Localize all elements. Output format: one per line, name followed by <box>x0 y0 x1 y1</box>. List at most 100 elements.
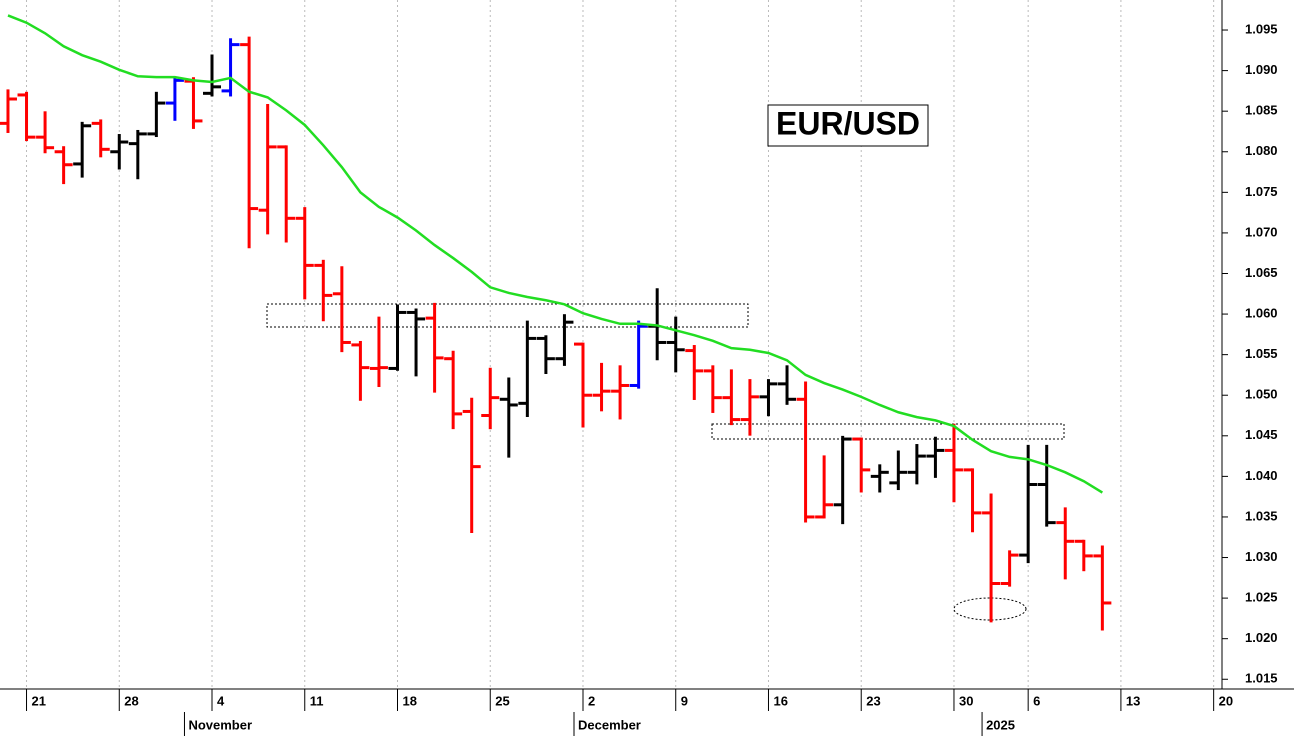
y-tick-label: 1.080 <box>1245 143 1278 158</box>
ohlc-bar <box>314 259 333 322</box>
resistance-box <box>266 303 749 328</box>
ohlc-bar <box>462 397 481 534</box>
ohlc-bar <box>444 350 463 430</box>
y-tick-label: 1.075 <box>1245 184 1278 199</box>
ohlc-bar <box>592 362 611 412</box>
x-tick-label: 20 <box>1219 693 1233 708</box>
ohlc-bar <box>536 335 555 374</box>
ohlc-bar <box>17 91 36 142</box>
ohlc-bar <box>1037 444 1056 527</box>
ohlc-bar <box>128 129 147 180</box>
ohlc-bar <box>407 308 426 377</box>
ohlc-bar <box>926 436 945 478</box>
moving-average <box>7 14 1104 494</box>
ohlc-bar <box>573 342 592 428</box>
title-box <box>767 104 929 147</box>
y-tick-label: 1.060 <box>1245 306 1278 321</box>
ohlc-bar <box>944 423 963 503</box>
y-tick-label: 1.095 <box>1245 21 1278 36</box>
y-tick-label: 1.055 <box>1245 346 1278 361</box>
ohlc-bar <box>1056 507 1075 580</box>
ohlc-bar <box>73 121 92 178</box>
ohlc-bar <box>425 302 444 393</box>
ohlc-bar <box>889 450 908 491</box>
ohlc-bar <box>91 119 110 158</box>
y-tick-label: 1.015 <box>1245 671 1278 686</box>
ohlc-bar <box>1000 550 1019 587</box>
ohlc-bar <box>759 379 778 417</box>
y-tick-label: 1.050 <box>1245 387 1278 402</box>
x-tick-label: 30 <box>959 693 973 708</box>
y-tick-label: 1.020 <box>1245 630 1278 645</box>
ohlc-bar <box>240 36 259 249</box>
x-tick-label: 6 <box>1033 693 1040 708</box>
x-tick-label: 21 <box>32 693 46 708</box>
month-label: December <box>578 717 641 732</box>
resistance-box <box>711 423 1065 440</box>
y-tick-label: 1.040 <box>1245 468 1278 483</box>
ohlc-bar <box>147 91 166 138</box>
ohlc-bar <box>203 54 222 97</box>
ohlc-bar <box>703 365 722 413</box>
ohlc-bar <box>555 314 574 366</box>
chart-title: EUR/USD <box>776 105 920 141</box>
y-tick-label: 1.025 <box>1245 590 1278 605</box>
x-tick-label: 4 <box>217 693 225 708</box>
ohlc-bar <box>740 379 759 436</box>
ohlc-bar <box>796 381 815 523</box>
ohlc-bar <box>870 464 889 493</box>
ohlc-bar <box>963 468 982 533</box>
ohlc-bar <box>722 369 741 426</box>
ohlc-bar <box>1093 545 1112 631</box>
ohlc-bar <box>332 266 351 353</box>
ohlc-bar <box>499 377 518 458</box>
ohlc-bar <box>815 455 834 519</box>
ohlc-bar <box>0 89 17 133</box>
ohlc-bar <box>351 340 370 401</box>
x-tick-label: 11 <box>310 693 324 708</box>
ohlc-bar <box>221 38 240 97</box>
support-ellipse <box>953 597 1027 621</box>
x-tick-label: 16 <box>773 693 787 708</box>
y-tick-label: 1.065 <box>1245 265 1278 280</box>
y-tick-label: 1.070 <box>1245 224 1278 239</box>
ohlc-bar <box>369 316 388 387</box>
ohlc-bar <box>54 146 73 185</box>
y-tick-label: 1.030 <box>1245 549 1278 564</box>
y-tick-label: 1.090 <box>1245 62 1278 77</box>
ohlc-bar <box>481 367 500 430</box>
x-tick-label: 13 <box>1126 693 1140 708</box>
ohlc-bar <box>1074 539 1093 572</box>
ohlc-bar <box>611 365 630 420</box>
month-label: November <box>188 717 252 732</box>
ohlc-bar <box>295 207 314 300</box>
ohlc-bar <box>258 104 277 235</box>
ohlc-bar <box>388 304 407 371</box>
ohlc-bar <box>833 435 852 525</box>
x-tick-label: 2 <box>588 693 595 708</box>
y-tick-label: 1.045 <box>1245 427 1278 442</box>
ohlc-bar <box>518 320 537 418</box>
ohlc-bar <box>685 345 704 400</box>
ohlc-bar <box>778 365 797 405</box>
ohlc-bar <box>1019 444 1038 564</box>
month-label: 2025 <box>986 717 1015 732</box>
x-tick-label: 9 <box>681 693 688 708</box>
ohlc-bar <box>907 444 926 485</box>
x-tick-label: 25 <box>495 693 509 708</box>
ohlc-bar <box>852 437 871 493</box>
ohlc-bar <box>110 134 129 170</box>
y-tick-label: 1.085 <box>1245 103 1278 118</box>
ohlc-bar <box>165 77 184 121</box>
x-tick-label: 28 <box>124 693 138 708</box>
marks-layer <box>0 14 1112 631</box>
y-tick-label: 1.035 <box>1245 508 1278 523</box>
ohlc-bar <box>666 316 685 373</box>
x-tick-label: 23 <box>866 693 880 708</box>
x-tick-label: 18 <box>403 693 417 708</box>
ohlc-bar <box>277 145 296 243</box>
ohlc-bar <box>982 493 1001 623</box>
ohlc-bar <box>629 320 648 389</box>
